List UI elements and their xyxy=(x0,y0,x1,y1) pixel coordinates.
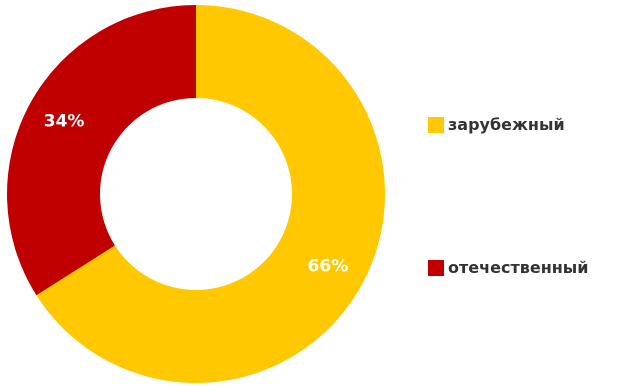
legend-swatch-domestic xyxy=(428,259,444,276)
donut-plot: 66% 34% xyxy=(7,5,385,383)
slice-value-label-foreign: 66% xyxy=(308,257,349,277)
legend-entry-foreign: зарубежный xyxy=(428,115,565,134)
legend-label-foreign: зарубежный xyxy=(448,115,565,134)
legend-swatch-foreign xyxy=(428,116,444,133)
legend-label-domestic: отечественный xyxy=(448,258,589,277)
legend-entry-domestic: отечественный xyxy=(428,258,588,277)
slice-value-label-domestic: 34% xyxy=(44,111,85,131)
donut-slice-foreign xyxy=(36,5,385,383)
chart-legend: зарубежный отечественный xyxy=(428,0,627,386)
donut-slice-domestic xyxy=(7,5,197,296)
